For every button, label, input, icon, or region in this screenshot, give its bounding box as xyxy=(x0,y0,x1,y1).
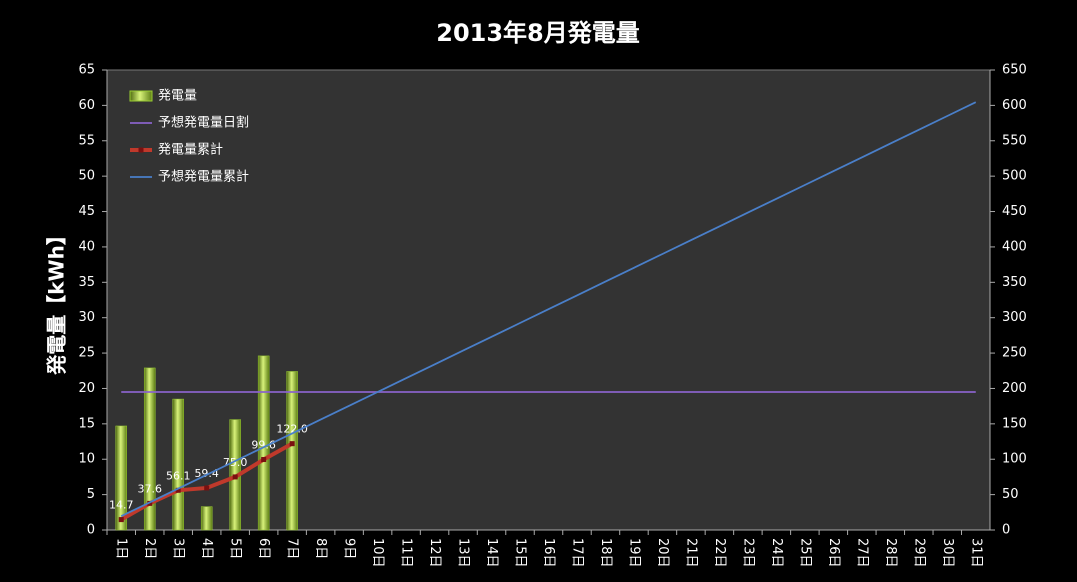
marker xyxy=(232,474,238,480)
y-tick-label: 25 xyxy=(78,346,95,361)
data-label: 75.0 xyxy=(223,456,248,469)
legend-label: 予想発電量累計 xyxy=(158,169,249,185)
x-tick-label: 19日 xyxy=(626,538,641,568)
x-tick-label: 31日 xyxy=(968,538,983,568)
x-tick-label: 27日 xyxy=(854,538,869,568)
bar xyxy=(143,367,156,531)
y-tick-label: 55 xyxy=(78,133,95,148)
marker xyxy=(118,517,124,523)
y2-tick-label: 150 xyxy=(1002,416,1027,431)
bar xyxy=(200,506,213,531)
x-tick-label: 23日 xyxy=(740,538,755,568)
data-label: 59.4 xyxy=(194,467,219,480)
y2-tick-label: 400 xyxy=(1002,239,1027,254)
marker xyxy=(289,441,295,447)
y-tick-label: 10 xyxy=(78,452,95,467)
x-tick-label: 22日 xyxy=(712,538,727,568)
y-tick-label: 30 xyxy=(78,310,95,325)
x-tick-label: 20日 xyxy=(655,538,670,568)
x-tick-label: 2日 xyxy=(142,538,157,559)
y2-tick-label: 650 xyxy=(1002,63,1027,78)
y-tick-label: 5 xyxy=(87,487,95,502)
chart-title: 2013年8月発電量 xyxy=(436,19,640,47)
y2-tick-label: 550 xyxy=(1002,133,1027,148)
x-tick-label: 21日 xyxy=(683,538,698,568)
x-tick-label: 24日 xyxy=(769,538,784,568)
x-tick-label: 25日 xyxy=(797,538,812,568)
x-tick-label: 12日 xyxy=(427,538,442,568)
y2-tick-label: 600 xyxy=(1002,98,1027,113)
x-tick-label: 18日 xyxy=(598,538,613,568)
bar xyxy=(257,355,270,531)
x-tick-label: 26日 xyxy=(826,538,841,568)
legend-swatch xyxy=(129,90,153,102)
x-tick-label: 15日 xyxy=(513,538,528,568)
y2-tick-label: 100 xyxy=(1002,452,1027,467)
y2-tick-label: 450 xyxy=(1002,204,1027,219)
line xyxy=(120,101,977,518)
x-tick-label: 13日 xyxy=(456,538,471,568)
y-tick-label: 20 xyxy=(78,381,95,396)
marker xyxy=(204,485,210,491)
y2-tick-label: 350 xyxy=(1002,275,1027,290)
x-tick-label: 4日 xyxy=(199,538,214,559)
x-tick-label: 5日 xyxy=(228,538,243,559)
y-axis-title: 発電量【kWh】 xyxy=(45,225,69,376)
x-tick-label: 10日 xyxy=(370,538,385,568)
y-tick-label: 40 xyxy=(78,239,95,254)
x-tick-label: 11日 xyxy=(399,538,414,568)
x-tick-label: 30日 xyxy=(940,538,955,568)
y-tick-label: 35 xyxy=(78,275,95,290)
x-tick-label: 14日 xyxy=(484,538,499,568)
x-tick-label: 7日 xyxy=(285,538,300,559)
legend-label: 発電量累計 xyxy=(158,142,223,158)
data-label: 56.1 xyxy=(166,469,191,482)
legend-label: 発電量 xyxy=(158,89,197,104)
y-tick-label: 0 xyxy=(87,523,95,538)
y-tick-label: 15 xyxy=(78,416,95,431)
y-tick-label: 45 xyxy=(78,204,95,219)
x-tick-label: 6日 xyxy=(256,538,271,559)
x-tick-label: 3日 xyxy=(171,538,186,559)
plot-area xyxy=(106,69,991,531)
y2-tick-label: 300 xyxy=(1002,310,1027,325)
bar xyxy=(172,398,184,531)
y-tick-label: 50 xyxy=(78,169,95,184)
x-tick-label: 16日 xyxy=(541,538,556,568)
data-label: 122.0 xyxy=(276,423,308,436)
bar xyxy=(286,371,298,531)
y2-tick-label: 250 xyxy=(1002,346,1027,361)
x-tick-label: 17日 xyxy=(569,538,584,568)
x-tick-label: 1日 xyxy=(114,538,129,559)
legend-marker xyxy=(138,147,144,153)
y2-tick-label: 500 xyxy=(1002,169,1027,184)
data-label: 37.6 xyxy=(137,482,162,495)
x-tick-label: 28日 xyxy=(883,538,898,568)
legend-label: 予想発電量日割 xyxy=(158,115,249,131)
x-tick-label: 9日 xyxy=(342,538,357,559)
marker xyxy=(175,487,181,493)
bar xyxy=(115,425,127,531)
x-tick-label: 29日 xyxy=(911,538,926,568)
marker xyxy=(261,457,267,463)
y-tick-label: 65 xyxy=(78,63,95,78)
x-tick-label: 8日 xyxy=(313,538,328,559)
y2-tick-label: 50 xyxy=(1002,487,1019,502)
y2-tick-label: 0 xyxy=(1002,523,1010,538)
y2-tick-label: 200 xyxy=(1002,381,1027,396)
data-label: 99.6 xyxy=(251,439,276,452)
y-tick-label: 60 xyxy=(78,98,95,113)
data-label: 14.7 xyxy=(109,499,134,512)
